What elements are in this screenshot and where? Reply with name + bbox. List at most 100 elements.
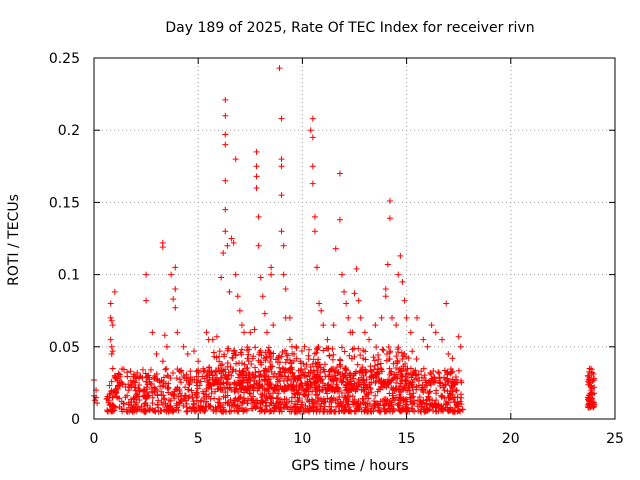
data-point xyxy=(395,344,402,351)
data-point xyxy=(590,404,597,411)
data-point xyxy=(313,345,320,352)
data-point xyxy=(420,336,427,343)
data-point xyxy=(239,371,246,378)
data-point xyxy=(220,249,227,256)
data-point xyxy=(409,348,416,355)
data-point xyxy=(453,387,460,394)
data-point xyxy=(289,366,296,373)
data-point xyxy=(201,367,208,374)
data-point xyxy=(342,384,349,391)
data-point xyxy=(418,403,425,410)
data-point xyxy=(345,314,352,321)
data-point xyxy=(375,356,382,363)
data-point xyxy=(452,381,459,388)
data-point xyxy=(298,347,305,354)
data-point xyxy=(371,362,378,369)
data-point xyxy=(193,389,200,396)
data-point xyxy=(136,381,143,388)
data-point xyxy=(170,392,177,399)
data-point xyxy=(247,375,254,382)
y-tick-label: 0 xyxy=(71,412,80,428)
data-point xyxy=(343,300,350,307)
data-point xyxy=(192,408,199,415)
data-point xyxy=(377,360,384,367)
data-point xyxy=(116,371,123,378)
data-point xyxy=(288,394,295,401)
data-point xyxy=(246,371,253,378)
data-point xyxy=(104,408,111,415)
data-point xyxy=(257,347,264,354)
data-point xyxy=(327,407,334,414)
data-point xyxy=(390,360,397,367)
data-point xyxy=(108,317,115,324)
data-point xyxy=(439,336,446,343)
data-point xyxy=(221,353,228,360)
data-point xyxy=(158,399,165,406)
data-point xyxy=(384,397,391,404)
data-point xyxy=(284,356,291,363)
data-point xyxy=(455,367,462,374)
data-point xyxy=(168,271,175,278)
data-point xyxy=(388,399,395,406)
data-point xyxy=(310,367,317,374)
data-point xyxy=(247,384,254,391)
data-point xyxy=(220,380,227,387)
data-point xyxy=(399,355,406,362)
data-point xyxy=(139,374,146,381)
data-point xyxy=(244,355,251,362)
data-point xyxy=(330,351,337,358)
data-point xyxy=(276,377,283,384)
data-point xyxy=(215,365,222,372)
data-point xyxy=(260,367,267,374)
data-point xyxy=(278,156,285,163)
data-point xyxy=(257,370,264,377)
data-point xyxy=(241,361,248,368)
data-point xyxy=(165,389,172,396)
data-point xyxy=(411,397,418,404)
data-point xyxy=(276,407,283,414)
data-point xyxy=(186,381,193,388)
data-point xyxy=(217,403,224,410)
data-point xyxy=(373,344,380,351)
data-point xyxy=(307,127,314,134)
data-point xyxy=(161,395,168,402)
data-point xyxy=(313,349,320,356)
data-point xyxy=(341,288,348,295)
data-point xyxy=(264,395,271,402)
data-point xyxy=(110,402,117,409)
data-point xyxy=(300,360,307,367)
data-point xyxy=(227,364,234,371)
data-point xyxy=(409,401,416,408)
data-point xyxy=(262,399,269,406)
data-point xyxy=(185,386,192,393)
data-point xyxy=(399,278,406,285)
data-point xyxy=(120,366,127,373)
data-point xyxy=(195,367,202,374)
data-point xyxy=(203,403,210,410)
data-point xyxy=(403,378,410,385)
data-point xyxy=(387,348,394,355)
data-point xyxy=(393,322,400,329)
data-point xyxy=(174,366,181,373)
data-point xyxy=(203,393,210,400)
data-point xyxy=(161,332,168,339)
data-point xyxy=(216,348,223,355)
data-point xyxy=(410,393,417,400)
data-point xyxy=(453,387,460,394)
data-point xyxy=(116,381,123,388)
data-point xyxy=(336,216,343,223)
data-point xyxy=(136,374,143,381)
data-point xyxy=(108,351,115,358)
data-point xyxy=(453,376,460,383)
data-point xyxy=(210,380,217,387)
data-point xyxy=(426,389,433,396)
data-point xyxy=(357,314,364,321)
data-point xyxy=(295,397,302,404)
data-point xyxy=(213,405,220,412)
data-point xyxy=(191,400,198,407)
data-point xyxy=(131,371,138,378)
data-point xyxy=(311,350,318,357)
data-point xyxy=(359,364,366,371)
data-point xyxy=(444,404,451,411)
data-point xyxy=(402,396,409,403)
